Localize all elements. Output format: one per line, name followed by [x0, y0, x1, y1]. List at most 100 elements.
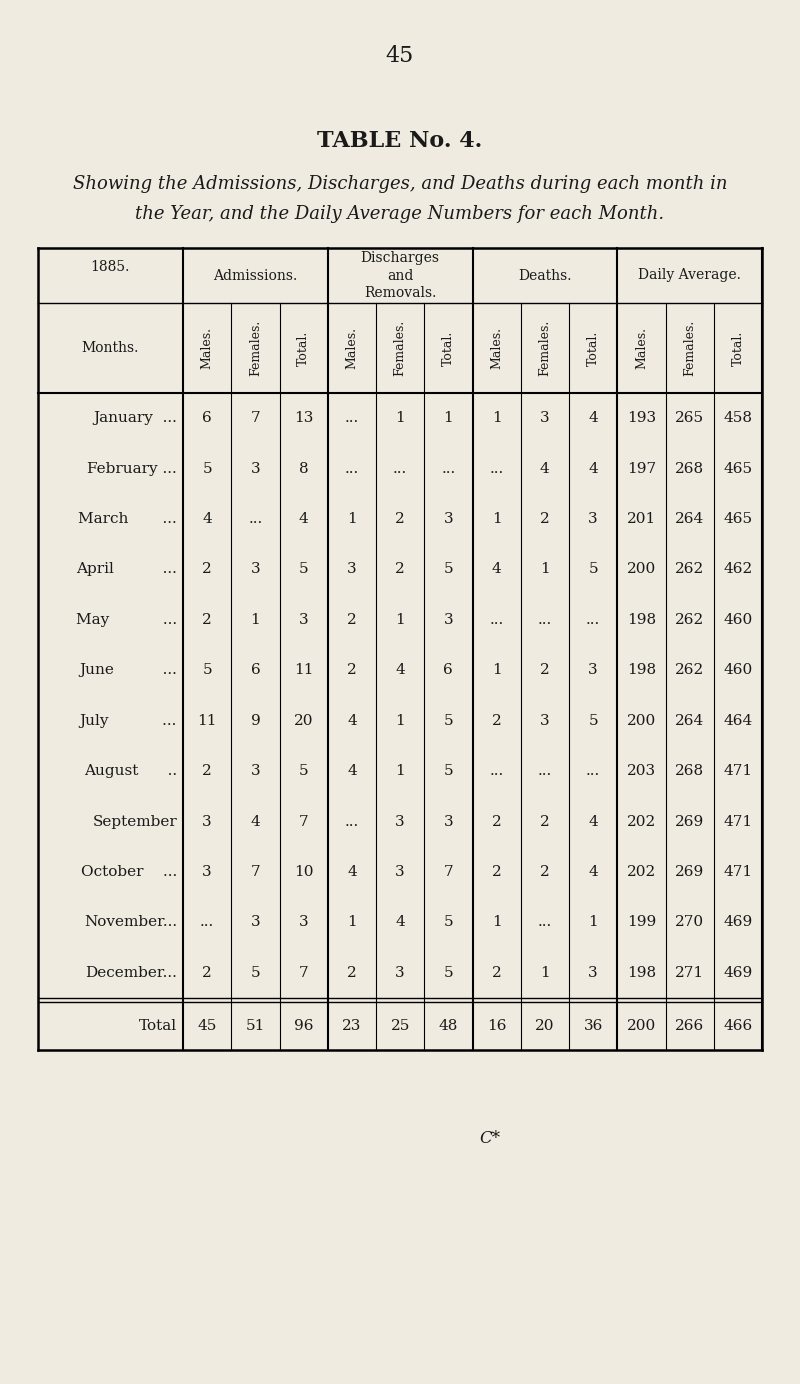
Text: 3: 3: [395, 865, 405, 879]
Text: 3: 3: [443, 815, 453, 829]
Text: 4: 4: [540, 462, 550, 476]
Text: 3: 3: [588, 663, 598, 677]
Text: 268: 268: [675, 764, 704, 778]
Text: 2: 2: [202, 966, 212, 980]
Text: 262: 262: [675, 562, 704, 577]
Text: ...: ...: [345, 815, 359, 829]
Text: ...: ...: [442, 462, 455, 476]
Text: 264: 264: [675, 512, 704, 526]
Text: 9: 9: [250, 714, 260, 728]
Text: 469: 469: [723, 915, 753, 930]
Text: 269: 269: [675, 815, 704, 829]
Text: Males.: Males.: [346, 327, 358, 370]
Text: 3: 3: [395, 966, 405, 980]
Text: 45: 45: [198, 1019, 217, 1032]
Text: 199: 199: [626, 915, 656, 930]
Text: 4: 4: [250, 815, 260, 829]
Text: ...: ...: [538, 764, 552, 778]
Text: C*: C*: [479, 1129, 501, 1147]
Text: 5: 5: [202, 663, 212, 677]
Text: 5: 5: [443, 764, 453, 778]
Text: 4: 4: [395, 663, 405, 677]
Text: 2: 2: [492, 714, 502, 728]
Text: 5: 5: [202, 462, 212, 476]
Text: ...: ...: [490, 613, 504, 627]
Text: 5: 5: [443, 562, 453, 577]
Text: 3: 3: [299, 915, 309, 930]
Text: 2: 2: [202, 764, 212, 778]
Text: 11: 11: [294, 663, 314, 677]
Text: 3: 3: [443, 613, 453, 627]
Text: 469: 469: [723, 966, 753, 980]
Text: 7: 7: [299, 815, 309, 829]
Text: July           ...: July ...: [80, 714, 177, 728]
Text: 7: 7: [250, 865, 260, 879]
Text: 262: 262: [675, 663, 704, 677]
Text: 7: 7: [443, 865, 453, 879]
Text: 471: 471: [723, 815, 753, 829]
Text: TABLE No. 4.: TABLE No. 4.: [318, 130, 482, 152]
Text: 1: 1: [347, 512, 357, 526]
Text: 1: 1: [588, 915, 598, 930]
Text: 2: 2: [347, 613, 357, 627]
Text: 1: 1: [347, 915, 357, 930]
Text: 20: 20: [294, 714, 314, 728]
Text: ...: ...: [393, 462, 407, 476]
Text: 203: 203: [627, 764, 656, 778]
Text: 1: 1: [395, 714, 405, 728]
Text: ...: ...: [586, 764, 600, 778]
Text: 202: 202: [626, 865, 656, 879]
Text: 3: 3: [250, 462, 260, 476]
Text: August      ..: August ..: [84, 764, 177, 778]
Text: 4: 4: [347, 764, 357, 778]
Text: 4: 4: [588, 462, 598, 476]
Text: 7: 7: [250, 411, 260, 425]
Text: 5: 5: [443, 714, 453, 728]
Text: ...: ...: [586, 613, 600, 627]
Text: 51: 51: [246, 1019, 265, 1032]
Text: 1885.: 1885.: [91, 260, 130, 274]
Text: November...: November...: [84, 915, 177, 930]
Text: 16: 16: [487, 1019, 506, 1032]
Text: 460: 460: [723, 613, 753, 627]
Text: 4: 4: [395, 915, 405, 930]
Text: June          ...: June ...: [79, 663, 177, 677]
Text: 5: 5: [443, 915, 453, 930]
Text: Total.: Total.: [297, 331, 310, 365]
Text: 23: 23: [342, 1019, 362, 1032]
Text: 266: 266: [675, 1019, 704, 1032]
Text: 200: 200: [626, 562, 656, 577]
Text: 1: 1: [492, 512, 502, 526]
Text: 1: 1: [395, 764, 405, 778]
Text: Females.: Females.: [394, 320, 406, 376]
Text: 4: 4: [588, 815, 598, 829]
Text: Males.: Males.: [635, 327, 648, 370]
Text: 11: 11: [198, 714, 217, 728]
Text: 8: 8: [299, 462, 309, 476]
Text: 96: 96: [294, 1019, 314, 1032]
Text: September: September: [92, 815, 177, 829]
Text: 465: 465: [723, 512, 753, 526]
Text: 5: 5: [299, 764, 309, 778]
Text: 6: 6: [202, 411, 212, 425]
Text: 4: 4: [347, 714, 357, 728]
Text: 2: 2: [492, 815, 502, 829]
Text: the Year, and the Daily Average Numbers for each Month.: the Year, and the Daily Average Numbers …: [135, 205, 665, 223]
Text: Females.: Females.: [249, 320, 262, 376]
Text: 3: 3: [588, 966, 598, 980]
Text: 1: 1: [492, 411, 502, 425]
Text: ...: ...: [200, 915, 214, 930]
Text: 200: 200: [626, 1019, 656, 1032]
Text: ...: ...: [345, 411, 359, 425]
Text: ...: ...: [538, 613, 552, 627]
Text: 4: 4: [347, 865, 357, 879]
Text: Total.: Total.: [586, 331, 600, 365]
Text: 2: 2: [395, 512, 405, 526]
Text: ...: ...: [490, 764, 504, 778]
Text: 465: 465: [723, 462, 753, 476]
Text: 2: 2: [492, 966, 502, 980]
Text: 202: 202: [626, 815, 656, 829]
Text: 3: 3: [202, 865, 212, 879]
Text: Total.: Total.: [442, 331, 455, 365]
Text: 6: 6: [443, 663, 454, 677]
